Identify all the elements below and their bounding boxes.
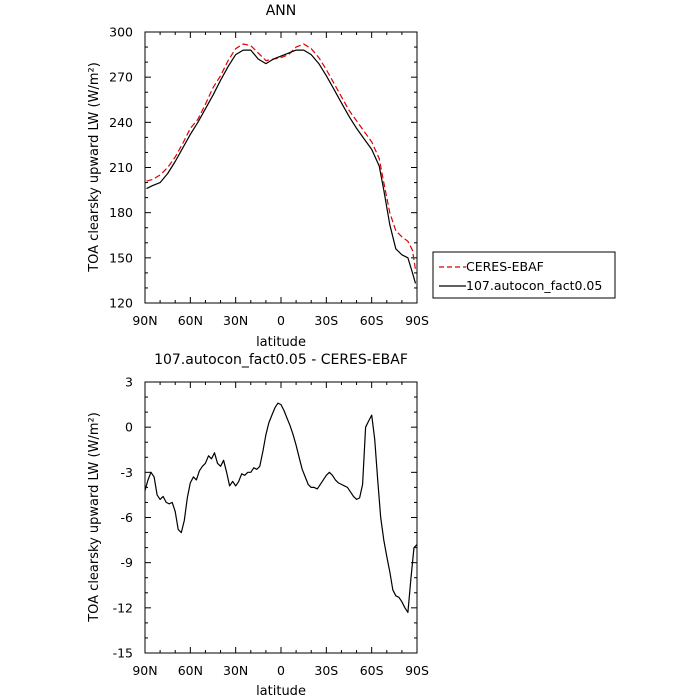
top-chart-panel: ANN 90N 60N 30N 0 30S 60S 90S 120 150 180 210 240 2… bbox=[87, 3, 429, 350]
bottom-x-tick-label: 60S bbox=[360, 663, 384, 678]
top-chart-series bbox=[146, 43, 417, 284]
bottom-y-tick-label: -15 bbox=[113, 646, 133, 661]
top-x-tick-label: 0 bbox=[277, 313, 285, 328]
top-x-tick-labels: 90N 60N 30N 0 30S 60S 90S bbox=[132, 313, 429, 328]
bottom-x-tick-label: 30N bbox=[223, 663, 248, 678]
bottom-x-tick-label: 60N bbox=[178, 663, 203, 678]
bottom-chart-series bbox=[144, 402, 418, 614]
bottom-x-tick-label: 0 bbox=[277, 663, 285, 678]
top-y-tick-label: 150 bbox=[109, 250, 133, 265]
bottom-chart-ticks bbox=[144, 381, 418, 654]
bottom-y-tick-label: -9 bbox=[121, 555, 134, 570]
bottom-x-tick-labels: 90N 60N 30N 0 30S 60S 90S bbox=[132, 663, 429, 678]
legend-box bbox=[432, 251, 616, 299]
bottom-x-tick-label: 90N bbox=[132, 663, 157, 678]
top-series-line-1 bbox=[146, 49, 417, 284]
top-chart-title: ANN bbox=[266, 3, 297, 19]
top-y-tick-labels: 120 150 180 210 240 270 300 bbox=[109, 25, 133, 311]
bottom-y-axis-label: TOA clearsky upward LW (W/m²) bbox=[87, 412, 102, 623]
top-chart-frame bbox=[144, 31, 418, 304]
top-x-tick-label: 60S bbox=[360, 313, 384, 328]
top-chart-ticks bbox=[144, 31, 418, 304]
top-y-tick-label: 300 bbox=[109, 25, 133, 40]
top-y-tick-label: 180 bbox=[109, 205, 133, 220]
bottom-y-tick-labels: -15 -12 -9 -6 -3 0 3 bbox=[113, 375, 133, 661]
top-x-tick-label: 30S bbox=[314, 313, 338, 328]
legend-label-model: 107.autocon_fact0.05 bbox=[466, 278, 602, 293]
top-x-tick-label: 90N bbox=[132, 313, 157, 328]
top-y-tick-label: 240 bbox=[109, 115, 133, 130]
bottom-chart-panel: 107.autocon_fact0.05 - CERES-EBAF 90N 60N… bbox=[87, 352, 429, 699]
top-y-tick-label: 120 bbox=[109, 296, 133, 311]
bottom-x-tick-label: 30S bbox=[314, 663, 338, 678]
top-x-tick-label: 60N bbox=[178, 313, 203, 328]
top-y-tick-label: 270 bbox=[109, 70, 133, 85]
bottom-y-tick-label: -12 bbox=[113, 600, 133, 615]
bottom-series-line-0 bbox=[144, 402, 418, 614]
top-y-axis-label: TOA clearsky upward LW (W/m²) bbox=[87, 62, 102, 273]
top-series-line-0 bbox=[146, 43, 417, 270]
bottom-x-axis-label: latitude bbox=[256, 684, 306, 699]
bottom-y-tick-label: 0 bbox=[125, 420, 133, 435]
bottom-y-tick-label: -6 bbox=[121, 510, 134, 525]
bottom-chart-title: 107.autocon_fact0.05 - CERES-EBAF bbox=[154, 352, 408, 368]
bottom-y-tick-label: 3 bbox=[125, 375, 133, 390]
bottom-y-tick-label: -3 bbox=[121, 465, 133, 480]
top-x-axis-label: latitude bbox=[256, 335, 306, 350]
top-chart-legend: CERES-EBAF 107.autocon_fact0.05 bbox=[432, 251, 616, 299]
top-x-tick-label: 30N bbox=[223, 313, 248, 328]
top-y-tick-label: 210 bbox=[109, 160, 133, 175]
top-x-tick-label: 90S bbox=[405, 313, 429, 328]
legend-label-ceres-ebaf: CERES-EBAF bbox=[466, 259, 544, 274]
bottom-chart-frame bbox=[144, 381, 418, 654]
bottom-x-tick-label: 90S bbox=[405, 663, 429, 678]
